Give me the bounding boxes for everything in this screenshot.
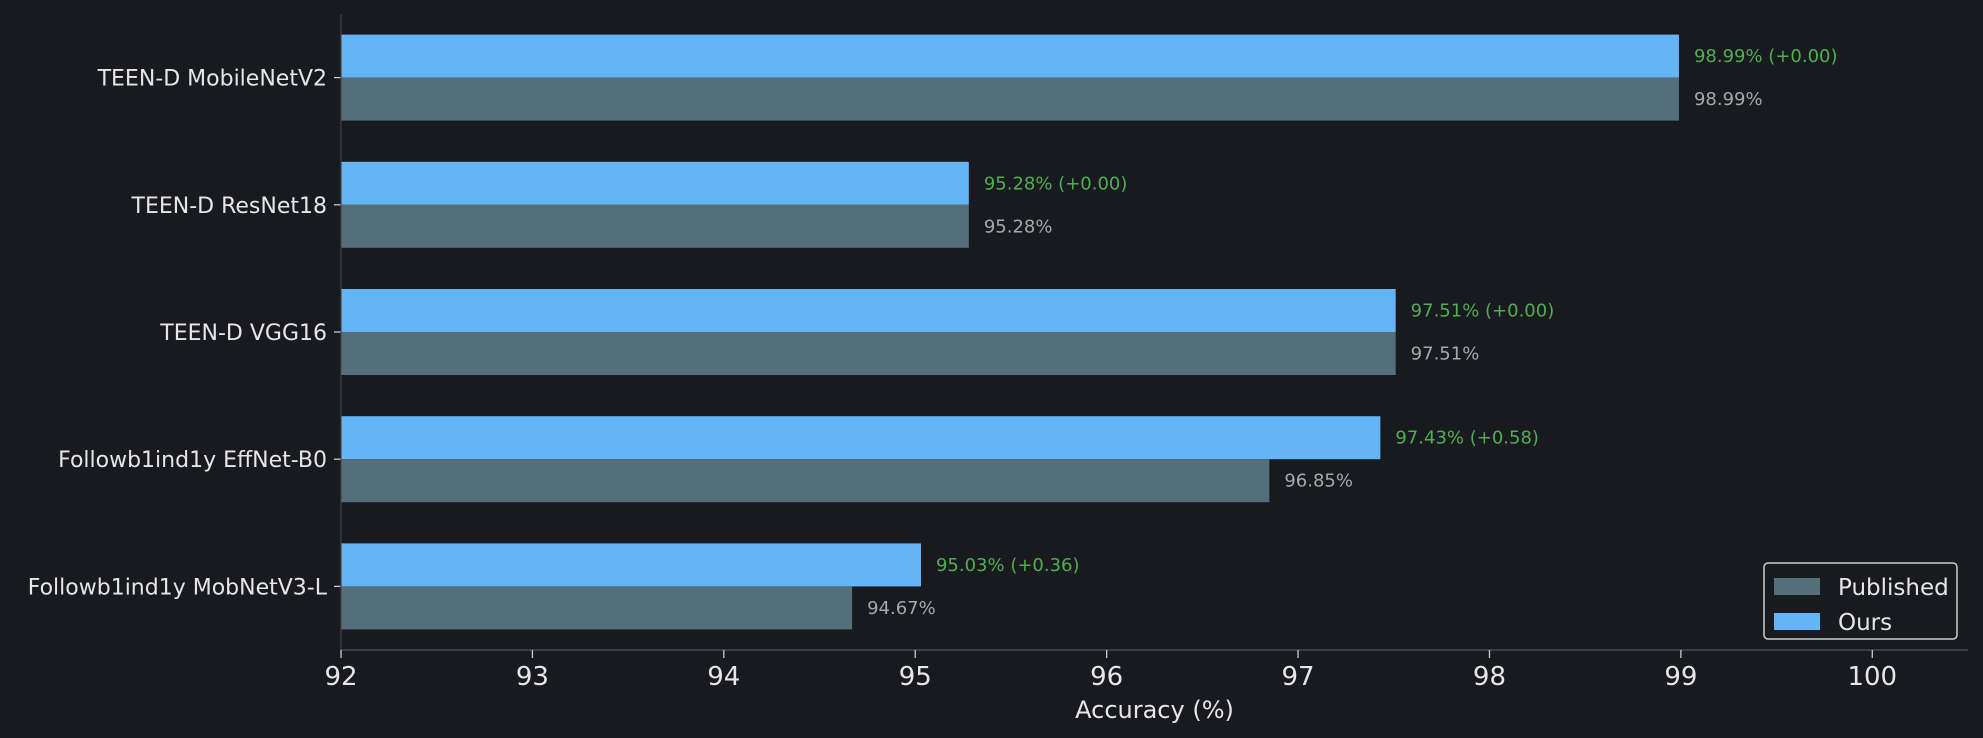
value-label-published-3: 96.85%: [1284, 471, 1353, 492]
value-label-published-1: 95.28%: [984, 216, 1053, 237]
bar-ours-3: [341, 416, 1381, 460]
bar-published-2: [341, 332, 1396, 375]
value-label-ours-3: 97.43% (+0.58): [1395, 428, 1539, 449]
x-axis-title: Accuracy (%): [1075, 696, 1234, 724]
bar-published-1: [341, 204, 969, 248]
x-tick-label-5: 97: [1282, 662, 1315, 692]
value-labels: 98.99% (+0.00) 98.99% 95.28% (+0.00) 95.28%…: [867, 46, 1837, 619]
x-tick-label-3: 95: [899, 662, 932, 692]
axes: TEEN-D MobileNetV2 TEEN-D ResNet18 TEEN-D …: [28, 14, 1968, 692]
value-label-ours-4: 95.03% (+0.36): [936, 555, 1080, 576]
y-tick-label-2: TEEN-D VGG16: [159, 321, 327, 346]
bar-ours-1: [341, 161, 969, 205]
legend: Published Ours: [1763, 562, 1958, 640]
legend-swatch-published: [1774, 578, 1820, 595]
y-tick-label-0: TEEN-D MobileNetV2: [97, 67, 327, 92]
legend-label-published: Published: [1838, 575, 1949, 601]
x-tick-label-1: 93: [516, 662, 549, 692]
value-label-published-0: 98.99%: [1694, 89, 1763, 110]
legend-swatch-ours: [1774, 613, 1820, 630]
x-tick-label-8: 100: [1847, 662, 1897, 692]
value-label-published-4: 94.67%: [867, 598, 936, 619]
bar-published-0: [341, 77, 1679, 121]
y-tick-label-4: Followb1ind1y MobNetV3-L: [28, 575, 328, 600]
bar-published-3: [341, 459, 1270, 503]
x-tick-label-7: 99: [1664, 662, 1697, 692]
y-tick-label-3: Followb1ind1y EffNet-B0: [58, 448, 327, 473]
bar-published-4: [341, 586, 853, 630]
x-tick-label-6: 98: [1473, 662, 1506, 692]
bar-ours-4: [341, 543, 921, 587]
x-tick-label-0: 92: [324, 662, 357, 692]
value-label-published-2: 97.51%: [1411, 344, 1480, 365]
bars: [341, 34, 1679, 630]
value-label-ours-1: 95.28% (+0.00): [984, 173, 1128, 194]
y-tick-label-1: TEEN-D ResNet18: [131, 194, 327, 219]
x-tick-label-2: 94: [707, 662, 740, 692]
bar-ours-2: [341, 289, 1396, 332]
x-tick-label-4: 96: [1090, 662, 1123, 692]
legend-label-ours: Ours: [1838, 610, 1892, 636]
value-label-ours-0: 98.99% (+0.00): [1694, 46, 1838, 67]
value-label-ours-2: 97.51% (+0.00): [1411, 301, 1555, 322]
bar-ours-0: [341, 34, 1679, 78]
